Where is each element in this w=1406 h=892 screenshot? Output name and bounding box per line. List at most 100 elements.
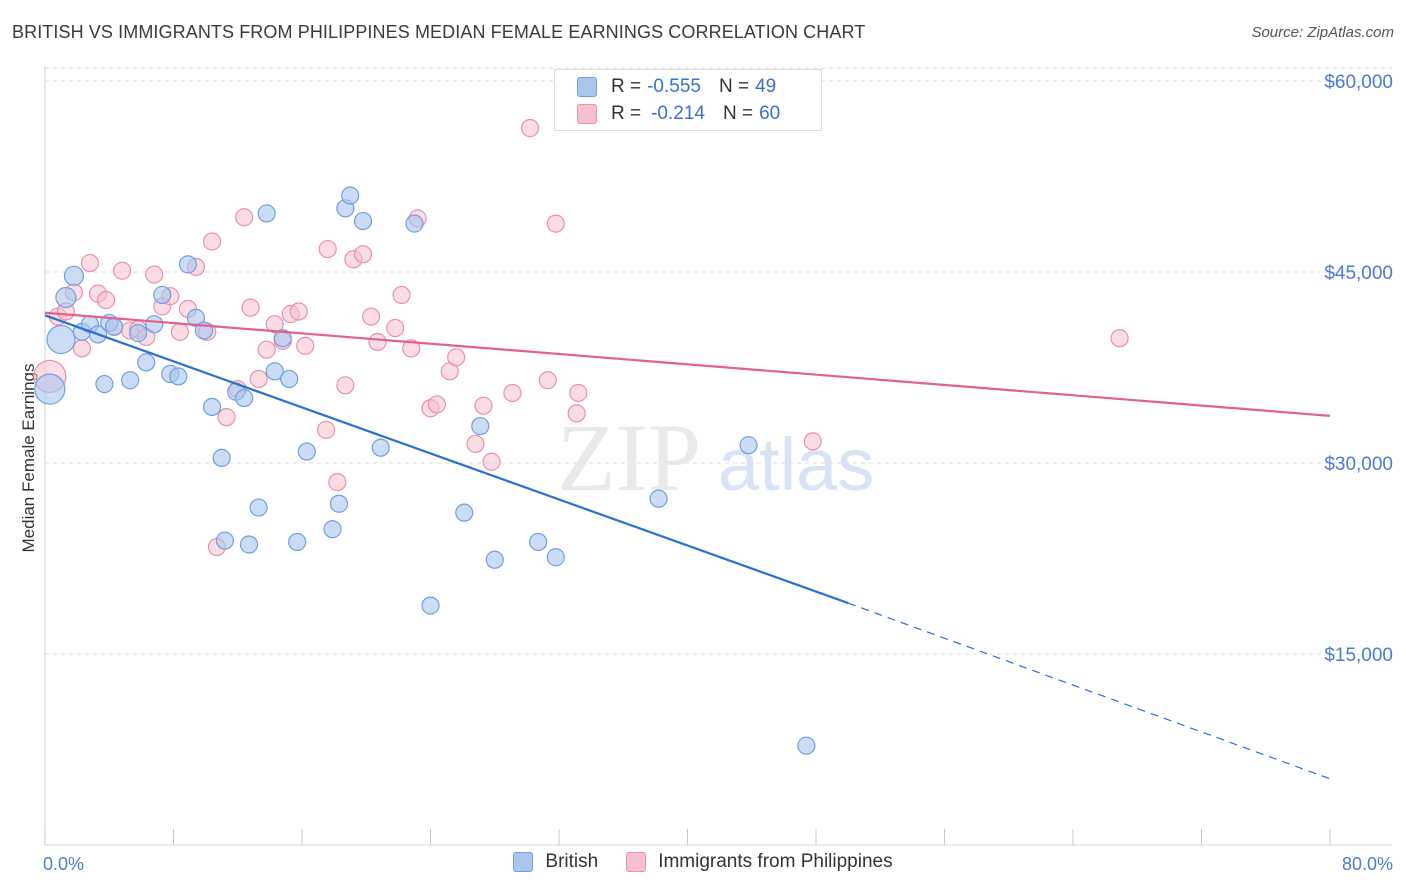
legend-n-label: N = — [722, 103, 754, 124]
philippines-swatch — [626, 852, 647, 872]
legend-row-british: R = -0.555 N = 49 — [577, 74, 776, 100]
philippines-point — [482, 452, 501, 471]
philippines-point — [466, 434, 485, 453]
british-point — [546, 548, 565, 567]
british-point — [249, 498, 268, 517]
philippines-point — [296, 336, 315, 355]
british-trend-extension — [847, 602, 1331, 780]
british-point — [273, 329, 292, 348]
philippines-point — [241, 298, 260, 317]
chart-title: BRITISH VS IMMIGRANTS FROM PHILIPPINES M… — [12, 22, 866, 42]
philippines-point — [567, 404, 586, 423]
y-tick-label: $45,000 — [1324, 263, 1393, 284]
y-tick-label: $60,000 — [1324, 72, 1393, 93]
legend-n-label: N = — [718, 76, 750, 97]
philippines-point — [80, 253, 100, 273]
british-point — [63, 265, 85, 286]
british-point — [129, 324, 148, 343]
philippines-point — [96, 290, 116, 310]
british-point — [353, 211, 373, 231]
british-point — [212, 448, 231, 468]
philippines-point — [316, 420, 336, 439]
philippines-point — [427, 395, 447, 414]
source-label: Source: ZipAtlas.com — [1251, 24, 1394, 41]
british-point — [288, 532, 307, 552]
philippines-point — [353, 245, 373, 264]
bottom-legend: British Immigrants from Philippines — [0, 851, 1406, 873]
british-point — [34, 373, 66, 405]
x-tick-label: 0.0% — [43, 854, 84, 874]
x-tick-label: 80.0% — [1342, 854, 1393, 874]
british-point — [455, 503, 474, 522]
british-point — [202, 397, 222, 417]
british-point — [529, 532, 548, 552]
tick-labels: $15,000 $30,000 $45,000 $60,000 0.0% 80.0% — [43, 72, 1393, 874]
philippines-point — [202, 232, 222, 251]
philippines-point — [546, 214, 565, 233]
legend-label-philippines: Immigrants from Philippines — [658, 851, 893, 872]
british-point — [371, 438, 390, 457]
y-tick-label: $30,000 — [1324, 454, 1393, 475]
watermark: ZIP atlas — [557, 404, 874, 511]
british-swatch — [577, 77, 597, 97]
philippines-point — [265, 315, 284, 334]
philippines-point — [249, 369, 268, 389]
philippines-point — [447, 348, 466, 367]
philippines-point — [257, 340, 276, 359]
watermark-atlas: atlas — [718, 423, 874, 506]
philippines-point — [803, 432, 822, 451]
watermark-zip: ZIP — [557, 404, 701, 511]
british-point — [323, 520, 342, 539]
legend-label-british: British — [545, 851, 599, 872]
philippines-point — [318, 239, 337, 259]
philippines-point — [170, 322, 190, 341]
legend-r-value: -0.555 — [647, 76, 701, 97]
philippines-point — [328, 473, 347, 492]
philippines-point — [368, 332, 387, 352]
british-point — [797, 736, 816, 755]
british-point — [55, 286, 77, 309]
philippines-point — [503, 383, 522, 403]
legend-n-value: 49 — [755, 76, 777, 97]
philippines-point — [569, 383, 588, 403]
british-point — [145, 315, 164, 334]
british-point — [471, 416, 490, 436]
british-point — [649, 489, 668, 508]
british-point — [169, 367, 188, 386]
grid-layer — [45, 67, 1392, 655]
legend-item-philippines[interactable]: Immigrants from Philippines — [626, 851, 893, 873]
philippines-point — [361, 307, 381, 326]
philippines-point — [235, 208, 254, 227]
british-point — [215, 531, 234, 550]
philippines-point — [392, 285, 411, 305]
philippines-point — [72, 339, 92, 358]
british-point — [239, 535, 259, 554]
british-point — [104, 317, 124, 336]
philippines-point — [289, 302, 308, 321]
british-point — [485, 550, 504, 569]
philippines-point — [1110, 329, 1129, 348]
british-point — [329, 494, 349, 513]
british-point — [405, 214, 424, 233]
british-point — [341, 186, 360, 205]
philippines-point — [336, 376, 355, 395]
british-points — [34, 186, 816, 755]
british-point — [235, 388, 254, 408]
philippines-point — [386, 318, 405, 338]
legend-n-value: 60 — [759, 103, 781, 124]
british-trend-line — [44, 314, 849, 605]
legend-r-value: -0.214 — [651, 103, 705, 124]
legend-r-label: R = — [611, 103, 642, 124]
philippines-point — [217, 408, 236, 427]
y-tick-label: $15,000 — [1324, 645, 1393, 666]
british-swatch — [513, 852, 534, 872]
british-point — [297, 442, 316, 461]
legend-item-british[interactable]: British — [513, 851, 598, 873]
british-point — [739, 436, 758, 455]
british-point — [257, 204, 276, 223]
british-point — [280, 369, 299, 389]
philippines-swatch — [577, 104, 597, 124]
stats-legend: R = -0.555 N = 49 R = -0.214 N = 60 — [554, 69, 822, 131]
axis-layer — [44, 66, 1392, 846]
philippines-point — [402, 339, 421, 358]
